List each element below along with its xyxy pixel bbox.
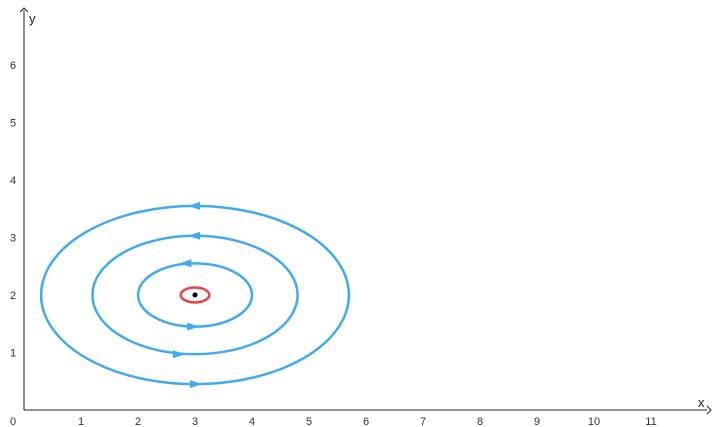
y-axis-label: y [29, 11, 36, 26]
x-tick-label-7: 7 [420, 416, 426, 427]
orbit-3-direction-arrow-icon-0 [188, 201, 200, 210]
x-tick-label-9: 9 [534, 416, 540, 427]
orbits-layer [39, 201, 351, 389]
orbit-1-direction-arrow-icon-0 [179, 259, 192, 268]
x-tick-label-0: 0 [10, 416, 16, 427]
equilibrium-point [192, 292, 198, 298]
y-tick-labels: 1 2 3 4 5 6 [10, 60, 16, 360]
orbit-2-direction-arrow-icon-1 [172, 350, 185, 359]
x-axis-label: x [698, 395, 705, 410]
axes: x y [19, 7, 712, 415]
x-tick-labels: 0 1 2 3 4 5 6 7 8 9 10 11 [10, 416, 657, 427]
y-tick-label-4: 4 [10, 175, 16, 187]
orbit-1-direction-arrow-icon-1 [187, 322, 200, 331]
x-tick-label-2: 2 [135, 416, 141, 427]
orbit-0 [179, 286, 211, 304]
x-tick-label-3: 3 [192, 416, 198, 427]
x-tick-label-5: 5 [306, 416, 312, 427]
y-axis-arrow-icon [19, 7, 29, 13]
y-tick-label-5: 5 [10, 118, 16, 130]
y-tick-label-6: 6 [10, 60, 16, 72]
x-tick-label-1: 1 [78, 416, 84, 427]
y-tick-label-2: 2 [10, 290, 16, 302]
x-tick-label-4: 4 [249, 416, 255, 427]
x-tick-label-8: 8 [477, 416, 483, 427]
orbit-2-direction-arrow-icon-0 [188, 231, 200, 240]
orbit-3-direction-arrow-icon-1 [190, 380, 202, 389]
y-tick-label-3: 3 [10, 233, 16, 245]
x-tick-label-6: 6 [363, 416, 369, 427]
x-tick-label-11: 11 [645, 416, 656, 427]
x-axis-arrow-icon [706, 405, 712, 415]
x-tick-label-10: 10 [588, 416, 600, 427]
y-tick-label-1: 1 [10, 348, 16, 360]
